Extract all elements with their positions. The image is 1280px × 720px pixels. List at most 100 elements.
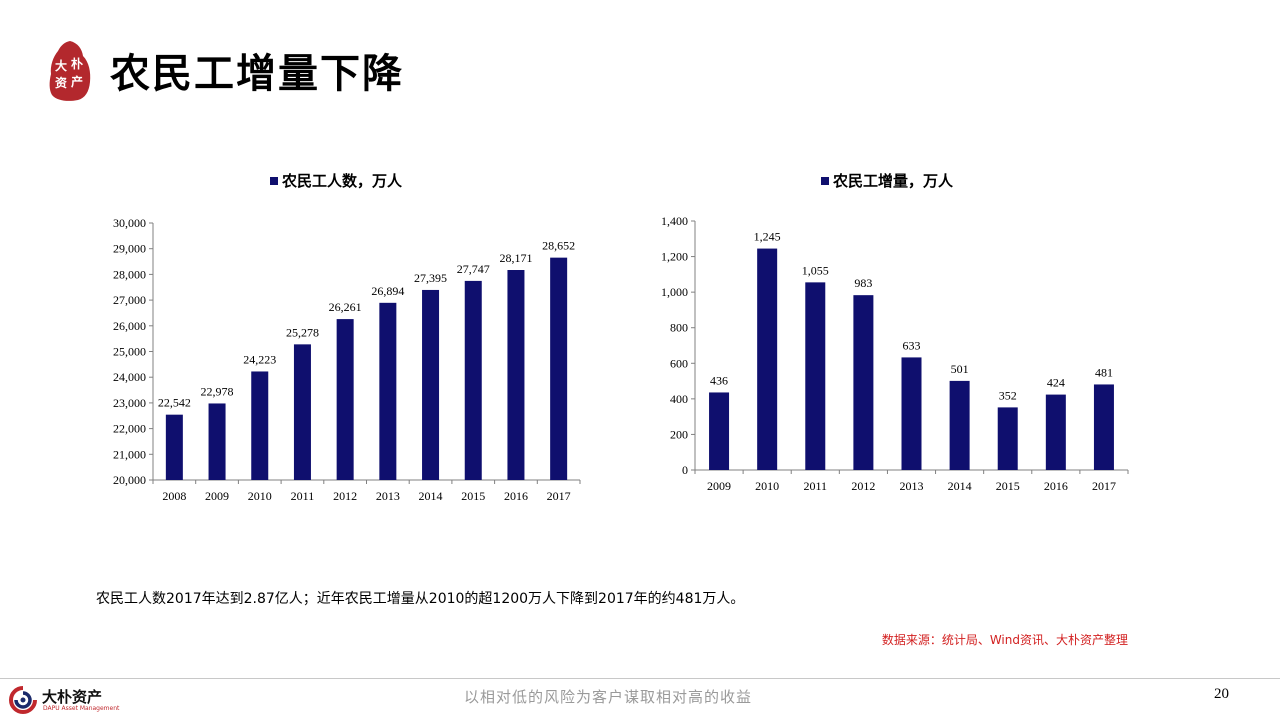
bar: [293, 344, 311, 480]
legend-label: 农民工人数，万人: [282, 172, 403, 190]
x-tick-label: 2013: [900, 479, 924, 493]
legend-swatch: [270, 176, 278, 185]
y-tick-label: 1,000: [661, 285, 688, 299]
data-label: 633: [903, 338, 921, 352]
data-label: 24,223: [243, 352, 276, 366]
bar: [379, 302, 397, 480]
footer-logo-name: 大朴资产: [42, 688, 103, 706]
y-tick-label: 29,000: [113, 242, 146, 256]
y-tick-label: 27,000: [113, 293, 146, 307]
bar: [165, 414, 183, 480]
bar: [550, 257, 568, 480]
svg-text:朴: 朴: [71, 56, 83, 71]
company-seal-logo: 大 朴 资 产: [49, 41, 91, 101]
data-label: 1,055: [802, 263, 829, 277]
footer-logo-subtitle: DAPU Asset Management: [43, 705, 120, 712]
y-tick-label: 24,000: [113, 370, 146, 384]
x-tick-label: 2014: [419, 489, 443, 503]
svg-text:产: 产: [71, 74, 83, 89]
data-label: 501: [951, 362, 969, 376]
svg-text:资: 资: [55, 75, 67, 90]
data-label: 28,652: [542, 239, 575, 253]
data-label: 26,261: [329, 300, 362, 314]
x-tick-label: 2012: [333, 489, 357, 503]
y-tick-label: 25,000: [113, 345, 146, 359]
y-tick-label: 21,000: [113, 447, 146, 461]
y-tick-label: 30,000: [113, 216, 146, 230]
x-tick-label: 2008: [162, 489, 186, 503]
x-tick-label: 2015: [461, 489, 485, 503]
svg-text:大: 大: [55, 58, 67, 73]
bar: [709, 392, 730, 470]
x-tick-label: 2016: [504, 489, 528, 503]
bar-chart-svg: 0 200 400 600 800 1,000 1,200 1,400 436 2009 1,245…: [661, 214, 1129, 493]
x-tick-label: 2011: [803, 479, 827, 493]
y-tick-label: 0: [682, 463, 688, 477]
y-tick-label: 28,000: [113, 267, 146, 281]
footer-slogan: 以相对低的风险为客户谋取相对高的收益: [464, 688, 753, 706]
data-label: 26,894: [371, 284, 404, 298]
bar: [901, 357, 922, 470]
y-tick-label: 200: [670, 427, 688, 441]
x-tick-label: 2009: [205, 489, 229, 503]
y-tick-label: 800: [670, 321, 688, 335]
y-tick-label: 1,200: [661, 250, 688, 264]
data-label: 1,245: [754, 230, 781, 244]
bar-chart-svg: 20,000 21,000 22,000 23,000 24,000 25,000 26,0…: [113, 216, 581, 503]
bar: [208, 403, 226, 480]
data-label: 22,978: [201, 384, 234, 398]
data-label: 424: [1047, 376, 1065, 390]
x-tick-label: 2017: [547, 489, 571, 503]
x-tick-label: 2014: [948, 479, 972, 493]
bar: [949, 380, 970, 470]
y-tick-label: 1,400: [661, 214, 688, 228]
bar: [507, 270, 525, 480]
y-tick-label: 22,000: [113, 422, 146, 436]
y-tick-label: 600: [670, 356, 688, 370]
chart-migrant-workers-increment: 农民工增量，万人 0 200 400 600 800 1,000 1,200 1,400 436…: [640, 160, 1140, 505]
chart-legend: 农民工人数，万人: [270, 170, 402, 191]
data-label: 436: [710, 373, 728, 387]
data-label: 22,542: [158, 396, 191, 410]
company-mark-icon: [9, 686, 37, 714]
bar: [853, 295, 874, 470]
x-tick-label: 2011: [291, 489, 315, 503]
bar: [1093, 384, 1114, 470]
legend-swatch: [821, 176, 829, 185]
bar: [757, 248, 778, 470]
data-label: 27,395: [414, 271, 447, 285]
bar: [336, 319, 354, 480]
x-tick-label: 2015: [996, 479, 1020, 493]
bar: [805, 282, 826, 470]
data-label: 28,171: [499, 251, 532, 265]
x-tick-label: 2012: [851, 479, 875, 493]
page-number: 20: [1214, 686, 1229, 702]
footer-divider: [0, 678, 1280, 679]
data-label: 983: [854, 276, 872, 290]
x-tick-label: 2013: [376, 489, 400, 503]
x-tick-label: 2016: [1044, 479, 1068, 493]
x-tick-label: 2009: [707, 479, 731, 493]
y-tick-label: 23,000: [113, 396, 146, 410]
x-tick-label: 2010: [248, 489, 272, 503]
chart-migrant-workers-count: 农民工人数，万人 20,000 21,000 22,000 23,000 24,000 2…: [90, 160, 590, 510]
legend-label: 农民工增量，万人: [833, 172, 954, 190]
data-label: 352: [999, 388, 1017, 402]
summary-caption: 农民工人数2017年达到2.87亿人；近年农民工增量从2010的超1200万人下…: [96, 591, 745, 607]
y-tick-label: 26,000: [113, 319, 146, 333]
x-tick-label: 2010: [755, 479, 779, 493]
data-label: 25,278: [286, 325, 319, 339]
chart-legend: 农民工增量，万人: [821, 170, 953, 191]
bar: [1045, 394, 1066, 470]
footer-logo: 大朴资产 DAPU Asset Management: [8, 684, 128, 716]
data-label: 481: [1095, 365, 1113, 379]
data-label: 27,747: [457, 262, 490, 276]
bar: [422, 289, 440, 480]
y-tick-label: 400: [670, 392, 688, 406]
x-tick-label: 2017: [1092, 479, 1116, 493]
page-title: 农民工增量下降: [110, 50, 404, 97]
bar: [251, 371, 269, 480]
y-tick-label: 20,000: [113, 473, 146, 487]
bar: [997, 407, 1018, 470]
data-source-note: 数据来源：统计局、Wind资讯、大朴资产整理: [881, 633, 1128, 647]
